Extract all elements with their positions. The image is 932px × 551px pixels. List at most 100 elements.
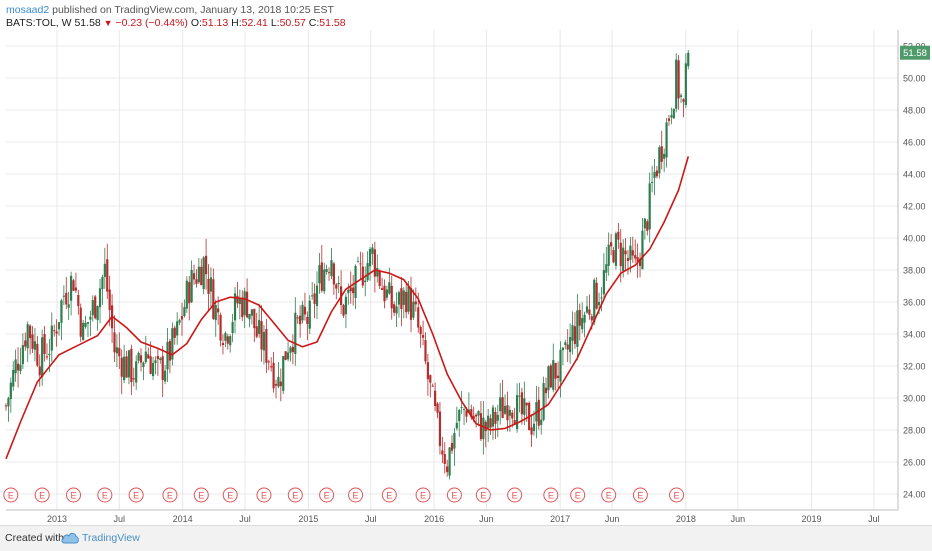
earnings-marker-circle	[128, 487, 144, 503]
candle-body	[272, 362, 275, 389]
earnings-marker[interactable]: E	[319, 487, 335, 503]
author-link[interactable]: mosaad2	[6, 4, 50, 16]
earnings-marker[interactable]: E	[570, 487, 586, 503]
earnings-marker-circle	[475, 487, 491, 503]
candle-body	[687, 52, 690, 67]
candle-body	[426, 362, 429, 380]
candle-body	[209, 277, 213, 292]
candle-body	[315, 285, 319, 306]
candle-body	[508, 409, 511, 416]
candle-body	[684, 63, 687, 106]
candle-body	[154, 360, 157, 364]
candle-body	[460, 407, 463, 409]
earnings-marker[interactable]: E	[475, 487, 491, 503]
candle-body	[74, 287, 78, 291]
candle-body	[434, 390, 437, 407]
candle-body	[217, 308, 220, 313]
y-tick-label: 36.00	[903, 298, 926, 308]
candle-body	[383, 285, 386, 302]
candle-body	[204, 255, 208, 275]
candle-body	[513, 420, 516, 425]
candle-body	[414, 301, 417, 305]
candle-body	[103, 263, 106, 277]
candle-body	[499, 397, 502, 412]
candle-body	[436, 403, 439, 413]
candle-body	[653, 171, 656, 178]
symbol-legend: BATS:TOL, W 51.58 ▼ −0.23 (−0.44%) O:51.…	[6, 16, 346, 30]
candle-body	[675, 59, 678, 109]
earnings-marker[interactable]: E	[507, 487, 523, 503]
close-label: C:	[308, 17, 320, 29]
earnings-marker[interactable]: E	[222, 487, 238, 503]
earnings-marker-circle	[543, 487, 559, 503]
candle-body	[503, 405, 507, 414]
candles	[4, 50, 690, 480]
candle-body	[496, 414, 499, 421]
earnings-marker[interactable]: E	[669, 487, 685, 503]
candle-body	[327, 272, 331, 274]
earnings-marker[interactable]: E	[632, 487, 648, 503]
candle-body	[332, 263, 335, 285]
earnings-marker[interactable]: E	[348, 487, 364, 503]
candle-body	[149, 356, 152, 374]
earnings-marker[interactable]: E	[162, 487, 178, 503]
candle-body	[378, 271, 381, 286]
candle-body	[573, 326, 577, 344]
earnings-marker[interactable]: E	[128, 487, 144, 503]
candle-body	[641, 230, 644, 270]
candle-body	[359, 263, 362, 265]
candle-body	[139, 355, 143, 363]
earnings-marker[interactable]: E	[66, 487, 82, 503]
candle-body	[130, 348, 133, 383]
candle-body	[431, 385, 434, 387]
candle-body	[677, 60, 680, 99]
earnings-marker[interactable]: E	[415, 487, 431, 503]
earnings-marker-label: E	[480, 490, 486, 500]
candle-body	[106, 259, 109, 292]
y-tick-label: 34.00	[903, 330, 926, 340]
earnings-marker[interactable]: E	[34, 487, 50, 503]
candle-body	[325, 268, 328, 272]
candle-body	[443, 454, 446, 464]
candle-body	[361, 266, 364, 286]
earnings-marker[interactable]: E	[97, 487, 113, 503]
candle-body	[200, 266, 203, 286]
candle-body	[270, 366, 273, 368]
x-tick-label: Jul	[114, 514, 126, 524]
candle-body	[253, 308, 256, 329]
earnings-marker-circle	[193, 487, 209, 503]
candle-body	[125, 356, 128, 378]
candle-body	[405, 291, 408, 313]
candle-body	[231, 322, 234, 334]
candle-body	[241, 297, 244, 318]
candle-body	[236, 295, 239, 304]
candle-body	[79, 307, 82, 337]
candle-body	[260, 321, 263, 350]
earnings-marker[interactable]: E	[256, 487, 272, 503]
earnings-marker[interactable]: E	[381, 487, 397, 503]
candle-body	[614, 233, 618, 266]
earnings-marker[interactable]: E	[446, 487, 462, 503]
earnings-marker[interactable]: E	[543, 487, 559, 503]
candle-body	[525, 402, 528, 406]
candle-body	[168, 341, 172, 361]
price-chart[interactable]: 24.00 26.00 28.00 30.00 32.00 34.00 36.00 38.00…	[0, 30, 932, 525]
earnings-marker-label: E	[324, 490, 330, 500]
earnings-marker-circle	[287, 487, 303, 503]
candle-body	[180, 316, 184, 320]
candle-body	[86, 322, 90, 324]
candle-body	[183, 307, 186, 316]
candle-body	[590, 316, 593, 321]
symbol-label[interactable]: BATS:TOL, W	[6, 17, 72, 29]
tradingview-brand[interactable]: TradingView	[82, 532, 140, 544]
earnings-marker[interactable]: E	[3, 487, 19, 503]
candle-body	[245, 291, 249, 318]
x-tick-label: 2018	[676, 514, 696, 524]
earnings-marker[interactable]: E	[193, 487, 209, 503]
earnings-marker[interactable]: E	[287, 487, 303, 503]
candle-body	[60, 300, 63, 323]
earnings-marker[interactable]: E	[601, 487, 617, 503]
candle-body	[576, 310, 579, 347]
candle-body	[67, 304, 70, 308]
earnings-marker-label: E	[292, 490, 298, 500]
